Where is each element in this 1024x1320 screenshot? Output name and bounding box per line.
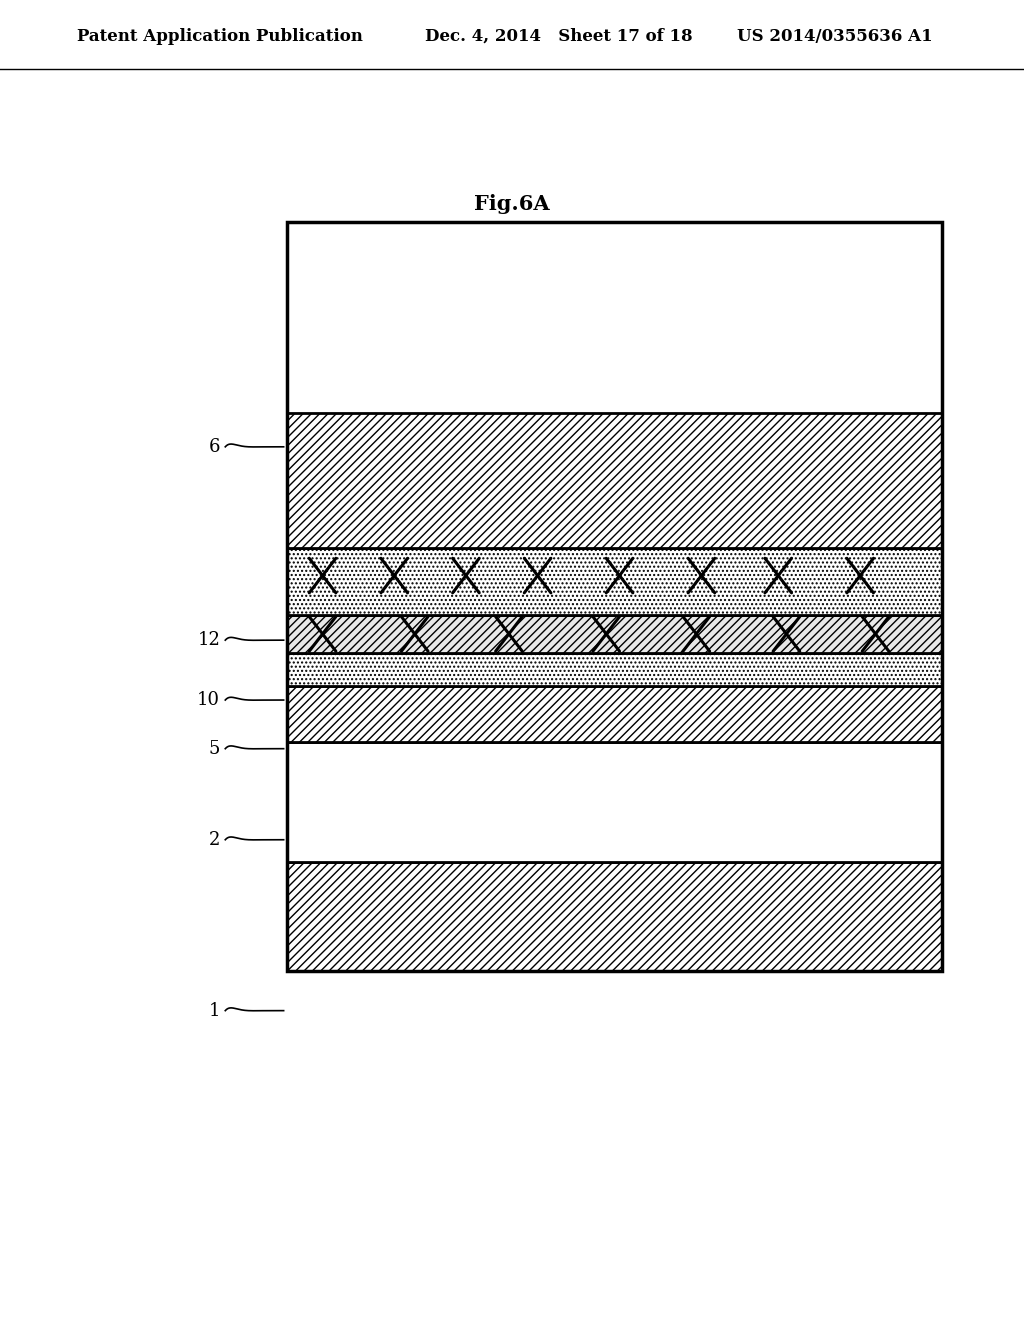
- Text: Fig.6A: Fig.6A: [474, 194, 550, 214]
- Bar: [287, 652, 942, 686]
- Text: Dec. 4, 2014   Sheet 17 of 18: Dec. 4, 2014 Sheet 17 of 18: [425, 28, 692, 45]
- Bar: [287, 686, 942, 742]
- Text: 6: 6: [209, 438, 220, 455]
- Bar: [287, 742, 942, 862]
- Text: 10: 10: [198, 692, 220, 709]
- Text: 1: 1: [209, 1002, 220, 1019]
- Bar: [287, 413, 942, 548]
- Bar: [287, 548, 942, 615]
- Bar: [287, 862, 942, 970]
- Text: 12: 12: [198, 631, 220, 649]
- Bar: [287, 615, 942, 652]
- Text: 2: 2: [209, 830, 220, 849]
- Text: Patent Application Publication: Patent Application Publication: [77, 28, 362, 45]
- Text: US 2014/0355636 A1: US 2014/0355636 A1: [737, 28, 933, 45]
- Bar: [287, 222, 942, 970]
- Text: 5: 5: [209, 739, 220, 758]
